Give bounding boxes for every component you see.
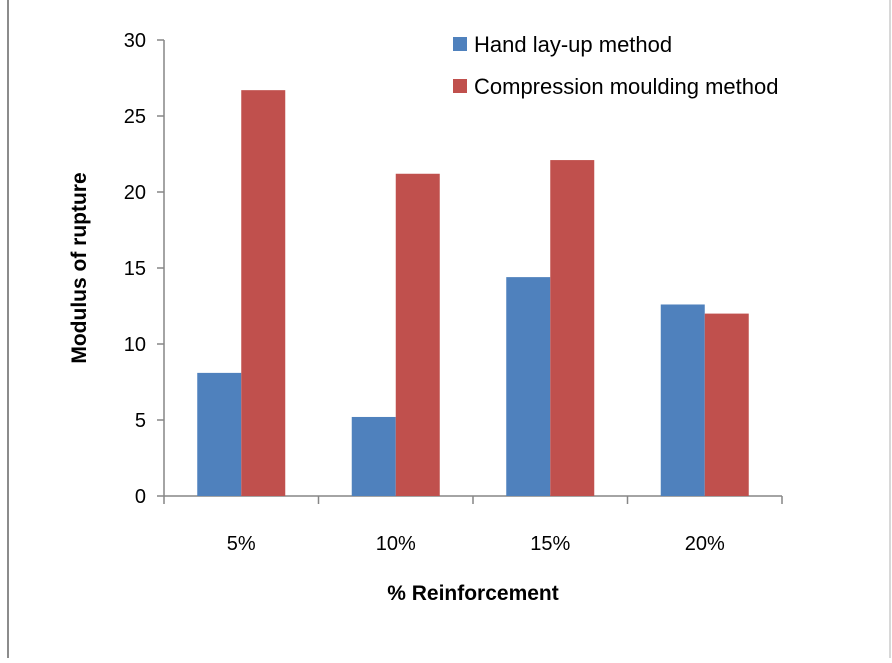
x-tick-label: 20% (685, 533, 725, 555)
x-tick-label: 5% (227, 533, 256, 555)
legend-swatch-compression-moulding (453, 79, 467, 93)
legend: Hand lay-up method Compression moulding … (453, 32, 779, 99)
y-tick-label: 5 (135, 410, 146, 432)
bars (197, 90, 749, 496)
bar-hand-lay-up-method-10 (352, 417, 396, 496)
x-tick-label: 10% (376, 533, 416, 555)
y-axis-title: Modulus of rupture (68, 172, 91, 363)
bar-hand-lay-up-method-15 (506, 277, 550, 496)
bar-hand-lay-up-method-5 (197, 373, 241, 496)
x-tick-label: 15% (530, 533, 570, 555)
x-axis-title: % Reinforcement (387, 582, 559, 605)
y-tick-labels: 0 5 10 15 20 25 30 (124, 30, 146, 508)
legend-swatch-hand-lay-up (453, 37, 467, 51)
y-tick-label: 25 (124, 106, 146, 128)
y-tick-label: 20 (124, 182, 146, 204)
bar-compression-moulding-method-15 (550, 160, 594, 496)
bar-compression-moulding-method-20 (705, 314, 749, 496)
legend-label-compression-moulding: Compression moulding method (474, 74, 779, 99)
y-tick-label: 0 (135, 486, 146, 508)
bar-compression-moulding-method-5 (241, 90, 285, 496)
y-tick-label: 30 (124, 30, 146, 52)
legend-label-hand-lay-up: Hand lay-up method (474, 32, 672, 57)
x-tick-labels: 5% 10% 15% 20% (227, 533, 725, 555)
y-tick-label: 10 (124, 334, 146, 356)
y-tick-label: 15 (124, 258, 146, 280)
bar-hand-lay-up-method-20 (661, 304, 705, 496)
bar-compression-moulding-method-10 (396, 174, 440, 496)
